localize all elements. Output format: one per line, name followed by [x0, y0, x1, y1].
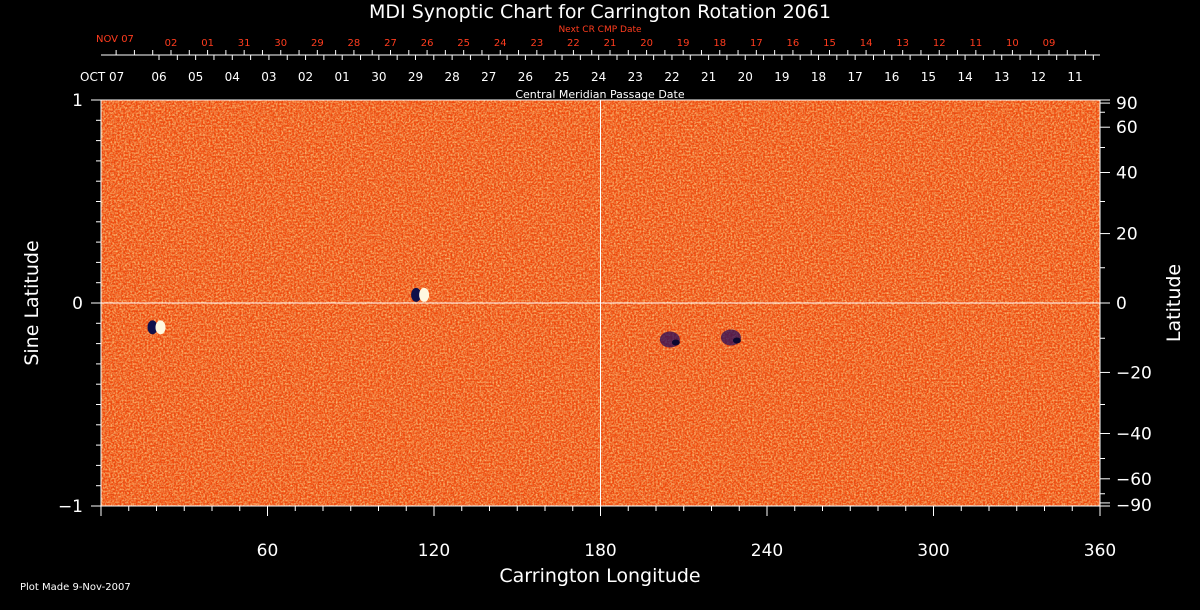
cmp-date-label: 16 [884, 70, 899, 84]
cmp-date-label: 04 [225, 70, 240, 84]
next-cr-date-label: 25 [457, 38, 470, 49]
cmp-axis-label: Central Meridian Passage Date [515, 88, 684, 101]
next-cr-date-label: 09 [1043, 38, 1056, 49]
cmp-date-label: 30 [371, 70, 386, 84]
cmp-date-label: 11 [1067, 70, 1082, 84]
cmp-date-label: 05 [188, 70, 203, 84]
right-y-tick-label: −60 [1116, 470, 1152, 490]
active-region [147, 320, 166, 335]
next-cr-date-label: 17 [750, 38, 763, 49]
next-cr-date-label: 13 [896, 38, 909, 49]
next-cr-date-label: 15 [823, 38, 836, 49]
negative-polarity [411, 287, 422, 302]
grid-lines [101, 100, 1100, 506]
active-region [411, 287, 430, 302]
next-cr-start-label: NOV 07 [96, 34, 134, 45]
x-axis-label: Carrington Longitude [499, 565, 700, 587]
right-y-tick-label: 0 [1116, 294, 1127, 314]
chart-title: MDI Synoptic Chart for Carrington Rotati… [369, 1, 831, 23]
cmp-date-label: 02 [298, 70, 313, 84]
next-cr-date-label: 20 [640, 38, 653, 49]
next-cr-date-label: 16 [787, 38, 800, 49]
cmp-start-label: OCT 07 [80, 70, 124, 84]
cmp-date-label: 21 [701, 70, 716, 84]
next-cr-ticks [115, 50, 1094, 60]
cmp-date-label: 15 [921, 70, 936, 84]
cmp-date-label: 25 [554, 70, 569, 84]
right-y-tick-label: −20 [1116, 363, 1152, 383]
x-tick-label: 300 [917, 541, 949, 561]
x-tick-label: 60 [257, 541, 279, 561]
cmp-date-label: 14 [957, 70, 972, 84]
next-cr-date-label: 23 [530, 38, 543, 49]
right-y-tick-label: 20 [1116, 225, 1138, 245]
cmp-date-label: 24 [591, 70, 606, 84]
next-cr-date-label: 18 [713, 38, 726, 49]
next-cr-date-label: 02 [165, 38, 178, 49]
cmp-date-label: 27 [481, 70, 496, 84]
next-cr-date-label: 14 [860, 38, 873, 49]
cmp-date-label: 22 [664, 70, 679, 84]
negative-polarity [147, 320, 158, 335]
active-regions [147, 287, 741, 348]
right-y-tick-label: 90 [1116, 94, 1138, 114]
positive-polarity [419, 287, 430, 302]
active-region [720, 329, 741, 346]
next-cr-axis-label: Next CR CMP Date [558, 25, 642, 35]
plot-made-footer: Plot Made 9-Nov-2007 [20, 582, 131, 593]
next-cr-date-label: 11 [969, 38, 982, 49]
cmp-date-label: 23 [628, 70, 643, 84]
cmp-date-labels: 06 05 04 03 02 01 30 29 28 27 26 25 24 23 22 21 20 19 18 17… [151, 70, 1082, 84]
next-cr-date-label: 21 [604, 38, 617, 49]
cmp-date-label: 29 [408, 70, 423, 84]
x-tick-label: 120 [418, 541, 450, 561]
cmp-date-label: 20 [738, 70, 753, 84]
right-y-tick-label: 40 [1116, 164, 1138, 184]
x-tick-label: 240 [751, 541, 783, 561]
cmp-date-label: 01 [335, 70, 350, 84]
next-cr-date-labels: 02 01 31 30 29 28 27 26 25 24 23 22 21 20 19 18 17 16 15 14… [165, 38, 1056, 49]
next-cr-date-label: 24 [494, 38, 507, 49]
cmp-date-label: 18 [811, 70, 826, 84]
right-y-tick-label: −90 [1116, 496, 1152, 516]
right-y-axis-ticks: 90 60 40 20 0 −20 −40 −60 −90 [1100, 94, 1152, 516]
next-cr-date-label: 31 [238, 38, 251, 49]
next-cr-date-label: 10 [1006, 38, 1019, 49]
cmp-date-label: 13 [994, 70, 1009, 84]
right-y-tick-label: −40 [1116, 424, 1152, 444]
next-cr-date-label: 26 [421, 38, 434, 49]
negative-core [671, 339, 680, 346]
left-y-tick-label: 1 [72, 91, 83, 111]
next-cr-date-label: 28 [348, 38, 361, 49]
right-y-tick-label: 60 [1116, 118, 1138, 138]
right-y-axis-label: Latitude [1163, 264, 1185, 342]
left-y-tick-label: −1 [58, 497, 83, 517]
cmp-date-label: 17 [848, 70, 863, 84]
cmp-date-label: 19 [774, 70, 789, 84]
cmp-date-label: 03 [261, 70, 276, 84]
next-cr-date-label: 19 [677, 38, 690, 49]
next-cr-date-label: 01 [201, 38, 214, 49]
left-y-axis-ticks: 1 0 −1 [58, 91, 101, 517]
x-tick-label: 360 [1084, 541, 1116, 561]
next-cr-date-label: 22 [567, 38, 580, 49]
negative-core [732, 337, 741, 344]
positive-polarity [155, 320, 166, 335]
cmp-date-label: 26 [518, 70, 533, 84]
next-cr-date-label: 30 [274, 38, 287, 49]
active-region [659, 331, 680, 348]
x-axis-ticks: 60 120 180 240 300 360 [100, 506, 1116, 561]
cmp-date-label: 28 [444, 70, 459, 84]
next-cr-date-label: 27 [384, 38, 397, 49]
x-tick-label: 180 [584, 541, 616, 561]
left-y-tick-label: 0 [72, 294, 83, 314]
next-cr-date-label: 12 [933, 38, 946, 49]
next-cr-date-label: 29 [311, 38, 324, 49]
cmp-date-label: 06 [151, 70, 166, 84]
left-y-axis-label: Sine Latitude [21, 240, 43, 365]
cmp-date-label: 12 [1031, 70, 1046, 84]
